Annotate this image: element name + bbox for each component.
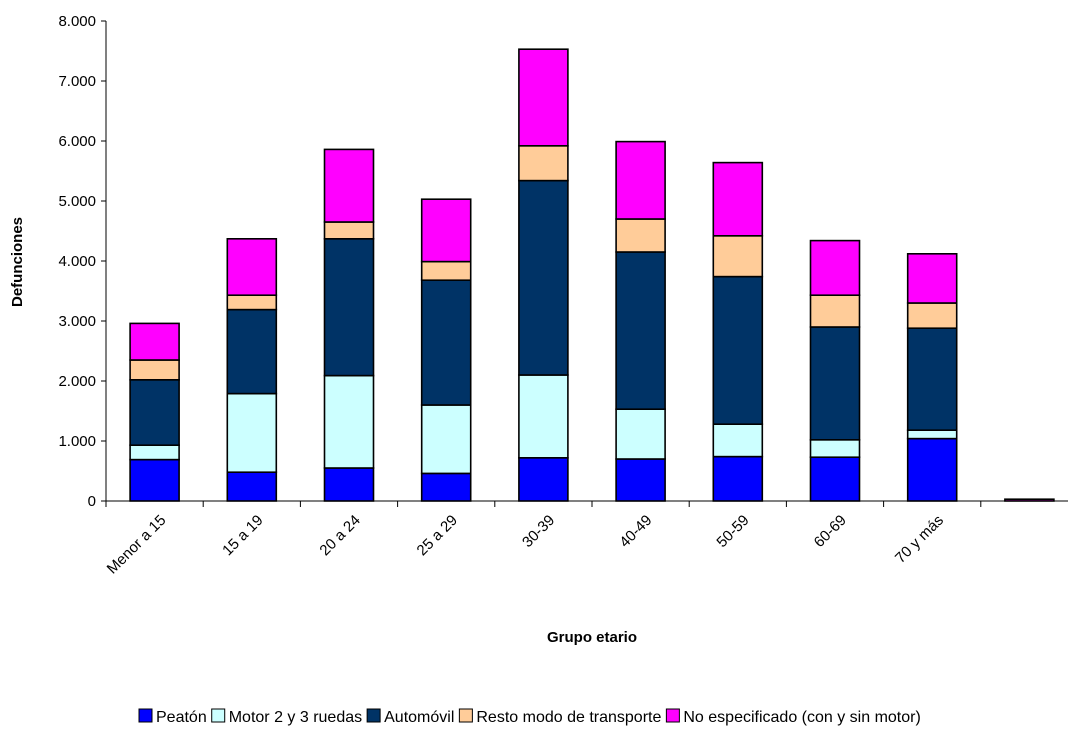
x-tick-label: 30-39 xyxy=(519,512,558,551)
bar-segment xyxy=(518,179,569,376)
bar-segment xyxy=(420,198,472,263)
y-axis-title: Defunciones xyxy=(9,217,26,307)
y-axis-ticks: 0 1.000 2.000 3.000 4.000 5.000 6.000 7.000 8.00… xyxy=(58,13,106,510)
y-tick-label: 1.000 xyxy=(58,433,96,450)
legend-label: Resto modo de transporte xyxy=(476,709,661,726)
bar-segment xyxy=(712,275,764,426)
bar-segment xyxy=(712,455,764,502)
legend: Peatón Motor 2 y 3 ruedas Automóvil Resto m… xyxy=(138,708,921,726)
x-tick-label: Menor a 15 xyxy=(104,512,170,578)
y-tick-label: 3.000 xyxy=(58,313,96,330)
y-tick-label: 4.000 xyxy=(58,253,96,270)
bar-segment xyxy=(226,294,278,311)
bar-segment xyxy=(615,140,666,220)
y-tick-label: 2.000 xyxy=(58,373,96,390)
bar-segment xyxy=(809,239,861,297)
bar-segment xyxy=(518,456,569,502)
y-tick-label: 7.000 xyxy=(58,73,96,90)
y-tick-label: 0 xyxy=(88,493,96,510)
x-tick-label: 50-59 xyxy=(713,512,752,551)
bar-segment xyxy=(323,238,375,377)
x-tick-label: 40-49 xyxy=(616,512,655,551)
bar-segment xyxy=(906,253,958,304)
bar-segment xyxy=(226,308,278,395)
bar-segment xyxy=(129,322,180,361)
legend-label: Motor 2 y 3 ruedas xyxy=(229,709,362,726)
y-tick-label: 8.000 xyxy=(58,13,96,30)
bar-segment xyxy=(615,251,666,410)
bar-segment xyxy=(420,404,472,475)
bar-segment xyxy=(129,359,180,381)
x-axis-ticks: Menor a 15 15 a 19 20 a 24 25 a 29 30-39 40-4… xyxy=(104,501,982,578)
bar-segment xyxy=(518,145,569,182)
bar-segment xyxy=(906,429,958,440)
bar-segment xyxy=(906,327,958,432)
bar-segment xyxy=(129,378,180,446)
x-tick-label: 70 y más xyxy=(892,512,947,567)
legend-label: Automóvil xyxy=(384,709,454,726)
legend-swatch xyxy=(458,708,473,723)
bar-segment xyxy=(712,161,764,237)
y-tick-label: 6.000 xyxy=(58,133,96,150)
bar-segment xyxy=(615,218,666,253)
bar-segment xyxy=(615,408,666,460)
legend-swatch xyxy=(366,708,381,723)
x-axis-title: Grupo etario xyxy=(547,629,637,646)
bar-segment xyxy=(226,471,278,502)
x-tick-label: 25 a 29 xyxy=(414,512,461,559)
bars xyxy=(129,48,1055,502)
bar-segment xyxy=(906,437,958,502)
bar-segment xyxy=(420,260,472,282)
x-tick-label: 60-69 xyxy=(811,512,850,551)
bar-segment xyxy=(129,444,180,461)
bar-segment xyxy=(809,438,861,458)
legend-swatch xyxy=(665,708,680,723)
bar-segment xyxy=(809,294,861,328)
bar-segment xyxy=(323,148,375,223)
x-tick-label: 15 a 19 xyxy=(219,512,266,559)
bar-segment xyxy=(518,48,569,147)
bar-segment xyxy=(518,374,569,459)
bar-segment xyxy=(323,467,375,502)
bar-segment xyxy=(712,423,764,458)
bar-segment xyxy=(615,458,666,502)
bar-segment xyxy=(226,238,278,297)
bar-segment xyxy=(323,374,375,469)
legend-swatch xyxy=(138,708,153,723)
bar-segment xyxy=(420,472,472,502)
bar-segment xyxy=(323,221,375,240)
bar-segment xyxy=(712,235,764,278)
bar-segment xyxy=(906,302,958,330)
bar-segment xyxy=(809,456,861,502)
legend-swatch xyxy=(211,708,226,723)
bar-segment xyxy=(420,279,472,406)
x-tick-label: 20 a 24 xyxy=(316,512,363,559)
bar-segment xyxy=(226,392,278,474)
y-tick-label: 5.000 xyxy=(58,193,96,210)
legend-label: Peatón xyxy=(156,709,207,726)
bar-segment xyxy=(809,326,861,441)
bar-segment xyxy=(129,458,180,502)
legend-label: No especificado (con y sin motor) xyxy=(683,709,920,726)
